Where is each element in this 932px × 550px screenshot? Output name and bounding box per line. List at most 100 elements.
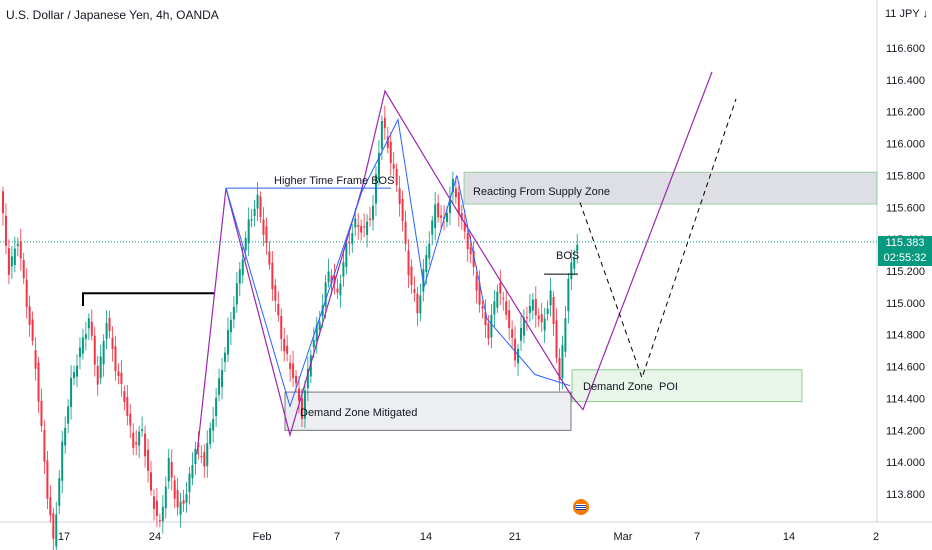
y-tick-label: 115.800	[886, 170, 925, 182]
bos-label: BOS	[556, 250, 579, 262]
candle-body	[108, 317, 111, 332]
candle-body	[40, 400, 43, 426]
y-tick-label: 114.800	[886, 330, 925, 342]
candle-body	[58, 478, 61, 506]
countdown-tag: 02:55:32	[878, 251, 932, 266]
candle-body	[522, 317, 525, 336]
candle-body	[303, 390, 306, 419]
candle-body	[534, 298, 537, 316]
candle-body	[484, 312, 487, 326]
htf-bos-label: Higher Time Frame BOS	[274, 175, 394, 187]
candle-body	[188, 473, 191, 492]
candle-body	[330, 275, 333, 284]
supply-zone	[463, 171, 878, 205]
candle-body	[22, 260, 25, 279]
candle-body	[247, 219, 250, 244]
candle-body	[425, 254, 428, 273]
candle-body	[531, 299, 534, 311]
candle-body	[457, 192, 460, 215]
candle-body	[306, 368, 309, 389]
us-flag-event-icon[interactable]	[572, 498, 590, 516]
candle-body	[194, 448, 197, 465]
y-tick-label: 114.600	[886, 362, 925, 374]
candle-body	[141, 429, 144, 432]
candle-body	[357, 225, 360, 227]
candle-body	[570, 262, 573, 280]
candle-body	[111, 337, 114, 349]
y-tick-label: 116.600	[886, 43, 925, 55]
candle-body	[401, 198, 404, 222]
y-tick-label: 115.200	[886, 266, 925, 278]
candle-body	[147, 449, 150, 471]
candle-body	[315, 324, 318, 342]
candle-body	[78, 347, 81, 358]
x-tick-label: 14	[783, 531, 795, 543]
candle-body	[241, 259, 244, 276]
candle-body	[342, 262, 345, 277]
candle-body	[475, 275, 478, 291]
y-tick-label: 114.200	[886, 425, 925, 437]
candle-body	[309, 355, 312, 377]
candle-body	[259, 196, 262, 217]
candle-body	[511, 329, 514, 338]
structure-line	[82, 292, 215, 307]
candle-body	[155, 500, 158, 517]
candle-body	[185, 494, 188, 504]
candle-body	[546, 308, 549, 315]
x-tick-label: 17	[58, 531, 70, 543]
candle-body	[446, 212, 448, 222]
candle-body	[505, 301, 508, 315]
candle-body	[2, 191, 4, 214]
candle-body	[416, 293, 419, 314]
chart-title: U.S. Dollar / Japanese Yen, 4h, OANDA	[6, 8, 219, 22]
candle-body	[7, 248, 10, 275]
candle-body	[64, 427, 67, 446]
candle-body	[336, 288, 339, 293]
candle-body	[451, 178, 454, 193]
candle-body	[558, 357, 561, 380]
candle-body	[280, 315, 283, 339]
candle-body	[76, 365, 78, 377]
candle-body	[398, 188, 401, 205]
candle-body	[70, 377, 73, 407]
candle-body	[543, 318, 546, 331]
candle-body	[374, 174, 377, 204]
candle-body	[508, 310, 511, 328]
candle-body	[434, 204, 437, 228]
candle-body	[132, 432, 135, 448]
candle-body	[244, 237, 247, 251]
candle-body	[339, 283, 342, 296]
candle-body	[576, 244, 579, 251]
x-tick-label: Feb	[253, 531, 272, 543]
candle-body	[117, 371, 120, 376]
candle-body	[312, 339, 315, 348]
x-tick-label: 24	[149, 531, 161, 543]
candle-body	[229, 319, 232, 333]
candle-body	[55, 514, 58, 547]
candle-body	[256, 194, 259, 209]
candle-body	[369, 218, 372, 221]
candle-body	[410, 266, 413, 285]
candle-body	[170, 461, 173, 478]
candle-body	[13, 248, 16, 266]
candle-body	[377, 152, 380, 181]
candle-body	[517, 348, 520, 364]
candle-body	[481, 306, 484, 309]
candle-body	[487, 323, 490, 339]
candle-body	[226, 329, 229, 355]
candle-body	[224, 352, 226, 362]
candle-body	[152, 496, 155, 509]
candle-body	[232, 306, 235, 320]
candle-body	[123, 391, 126, 403]
candle-body	[262, 219, 265, 235]
candle-body	[395, 168, 398, 186]
candle-body	[235, 283, 238, 305]
candle-body	[295, 375, 298, 384]
candle-body	[469, 247, 472, 255]
candle-body	[431, 220, 434, 235]
candle-body	[81, 337, 84, 354]
candle-body	[93, 335, 96, 365]
candle-body	[321, 305, 324, 317]
currency-tag[interactable]: 11 JPY ↓	[884, 8, 928, 20]
